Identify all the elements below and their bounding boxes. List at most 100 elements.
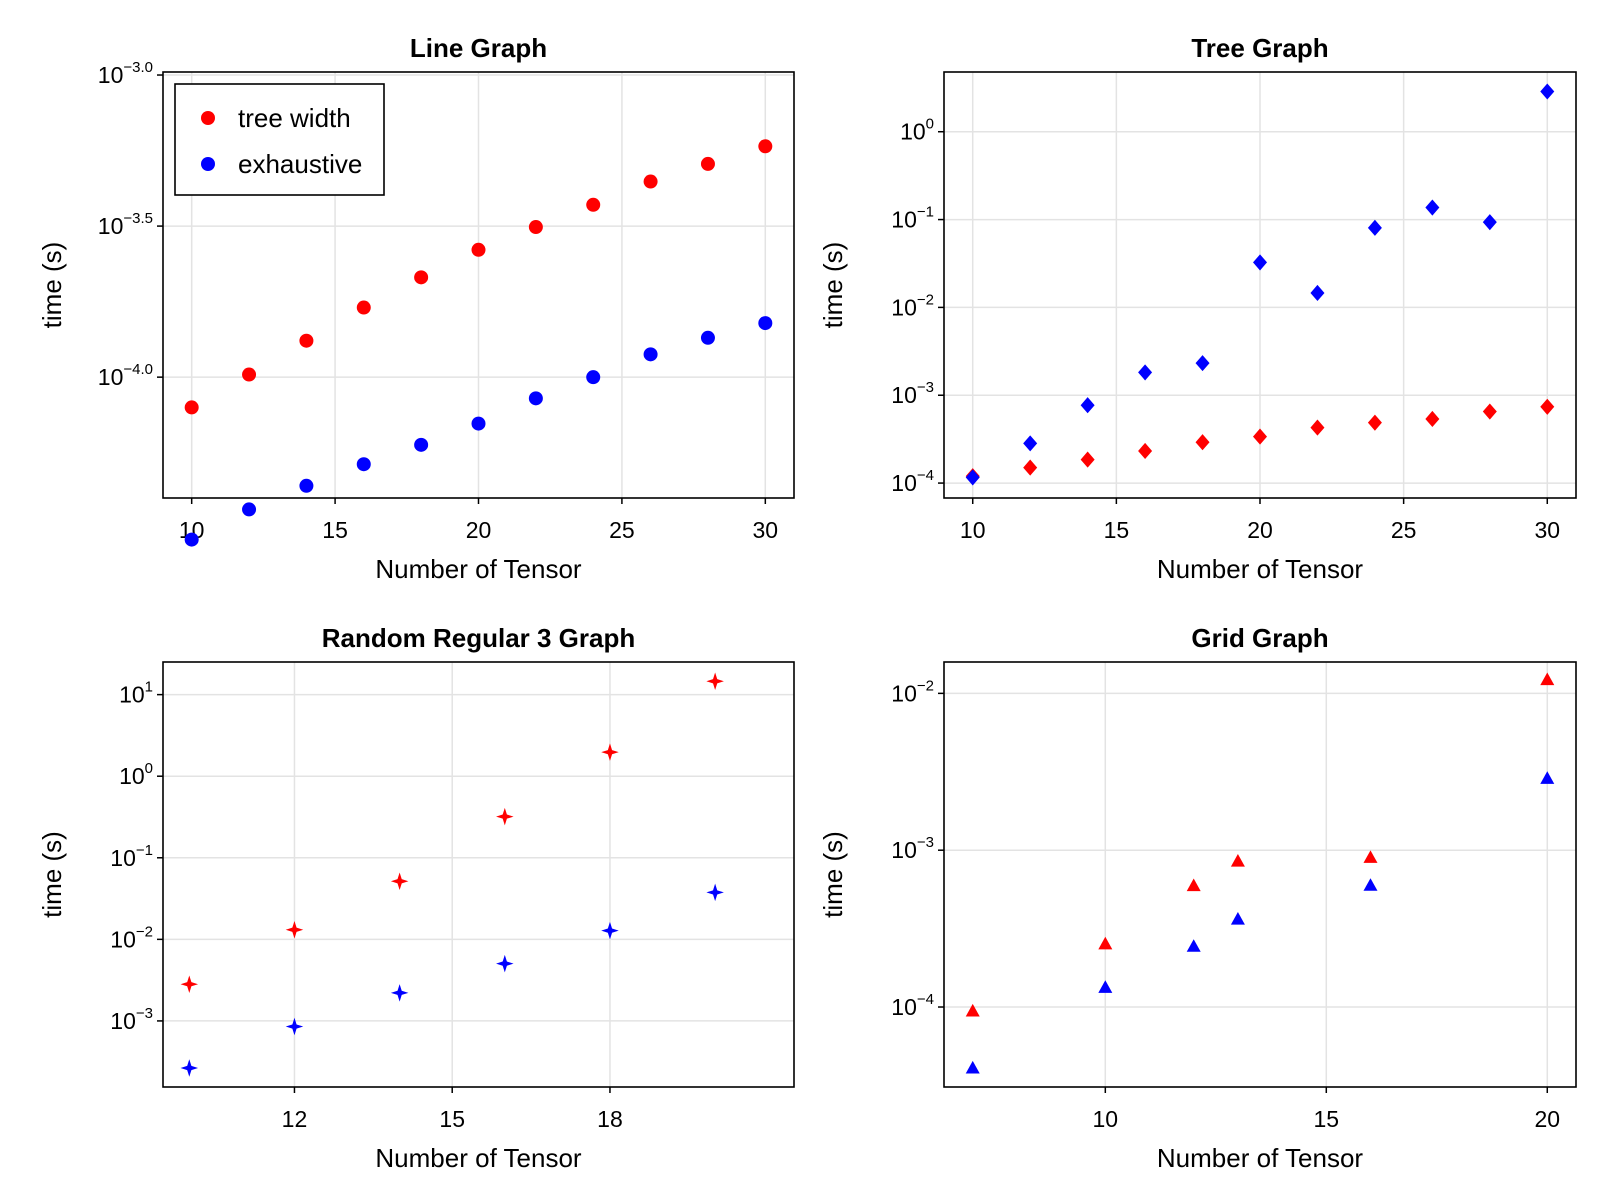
y-tick-base: 10 [98, 364, 124, 390]
y-tick-base: 10 [891, 837, 917, 863]
data-point [1310, 284, 1325, 302]
data-point [1425, 199, 1440, 216]
data-point [758, 139, 773, 154]
data-point [471, 416, 486, 431]
y-tick-exponent: −2 [917, 677, 934, 694]
y-tick-base: 10 [119, 763, 145, 789]
y-tick-exponent: −4 [917, 467, 934, 484]
data-point [1310, 419, 1325, 436]
y-tick-exponent: −3.5 [123, 210, 153, 227]
x-tick-label: 18 [597, 1106, 623, 1132]
data-point [1098, 936, 1113, 950]
data-point [184, 532, 199, 547]
legend-label: exhaustive [238, 149, 362, 179]
y-tick-exponent: 0 [926, 116, 934, 133]
data-point [1540, 398, 1555, 415]
y-tick-base: 10 [891, 207, 917, 233]
legend-marker [201, 111, 215, 125]
y-tick-label: 10−1 [891, 204, 934, 233]
data-point [1195, 434, 1210, 451]
y-tick-base: 10 [98, 213, 124, 239]
legend: tree width exhaustive [174, 83, 385, 196]
y-tick-label: 10−2 [891, 677, 934, 706]
series-exhaustive [965, 771, 1555, 1074]
data-point [1482, 214, 1497, 231]
data-point [528, 220, 543, 235]
x-tick-label: 20 [1534, 1106, 1560, 1132]
y-tick-exponent: −4 [917, 991, 934, 1008]
data-point [184, 400, 199, 415]
x-axis-label: Number of Tensor [1157, 554, 1364, 584]
data-point [1540, 672, 1555, 686]
y-tick-base: 10 [119, 682, 145, 708]
y-tick-label: 10−4.0 [98, 361, 153, 390]
legend-label: tree width [238, 103, 351, 133]
chart-title: Random Regular 3 Graph [322, 623, 636, 653]
data-point [643, 174, 658, 189]
data-point [700, 330, 715, 345]
data-point [1080, 397, 1095, 414]
y-tick-exponent: −2 [917, 291, 934, 308]
data-point [601, 743, 619, 761]
series-tree-width [965, 672, 1555, 1017]
x-tick-label: 25 [1391, 517, 1417, 543]
y-tick-label: 10−1 [110, 842, 153, 871]
data-point [390, 872, 409, 891]
y-tick-exponent: −3 [917, 834, 934, 851]
x-tick-label: 20 [466, 517, 492, 543]
data-point [180, 1059, 199, 1077]
data-point [1425, 410, 1440, 428]
data-point [414, 270, 429, 285]
data-point [965, 1060, 980, 1074]
series-tree-width [180, 672, 724, 993]
y-tick-base: 10 [110, 926, 136, 952]
y-tick-exponent: 1 [145, 679, 153, 696]
data-point [180, 975, 199, 993]
y-tick-label: 10−3 [891, 379, 934, 408]
legend-box [174, 83, 385, 196]
x-axis-label: Number of Tensor [375, 1143, 582, 1173]
data-point [528, 391, 543, 406]
x-tick-label: 30 [1534, 517, 1560, 543]
data-point [242, 502, 257, 517]
data-point [1023, 435, 1038, 452]
y-tick-base: 10 [900, 119, 926, 145]
data-point [1363, 850, 1378, 863]
data-point [390, 984, 409, 1002]
x-tick-label: 15 [439, 1106, 465, 1132]
data-point [299, 478, 314, 493]
y-tick-label: 10−2 [110, 923, 153, 952]
data-point [1230, 912, 1245, 925]
chart-title: Tree Graph [1191, 33, 1328, 63]
data-point [1186, 878, 1201, 892]
legend-marker [201, 157, 215, 171]
data-point [965, 469, 980, 486]
y-tick-exponent: −4.0 [123, 361, 153, 378]
data-point [1367, 414, 1382, 431]
series-exhaustive [965, 83, 1555, 486]
data-point [471, 242, 486, 257]
data-point [1080, 451, 1095, 468]
y-tick-base: 10 [891, 994, 917, 1020]
series-exhaustive [184, 316, 773, 547]
y-tick-label: 101 [119, 679, 153, 708]
data-point [1023, 459, 1038, 476]
data-point [1195, 355, 1210, 372]
data-point [1482, 403, 1497, 420]
data-point [1540, 83, 1555, 100]
data-point [1540, 771, 1555, 784]
y-tick-label: 10−3 [110, 1005, 153, 1034]
data-point [1098, 980, 1113, 993]
series-tree-width [184, 139, 773, 415]
y-tick-label: 10−3.5 [98, 210, 153, 239]
data-point [496, 954, 514, 973]
y-tick-exponent: −3 [917, 379, 934, 396]
y-tick-exponent: −2 [136, 923, 153, 940]
data-point [356, 457, 371, 472]
y-axis-label: time (s) [818, 831, 848, 918]
data-point [700, 156, 715, 171]
data-point [1138, 364, 1153, 381]
y-tick-exponent: −3 [136, 1005, 153, 1022]
